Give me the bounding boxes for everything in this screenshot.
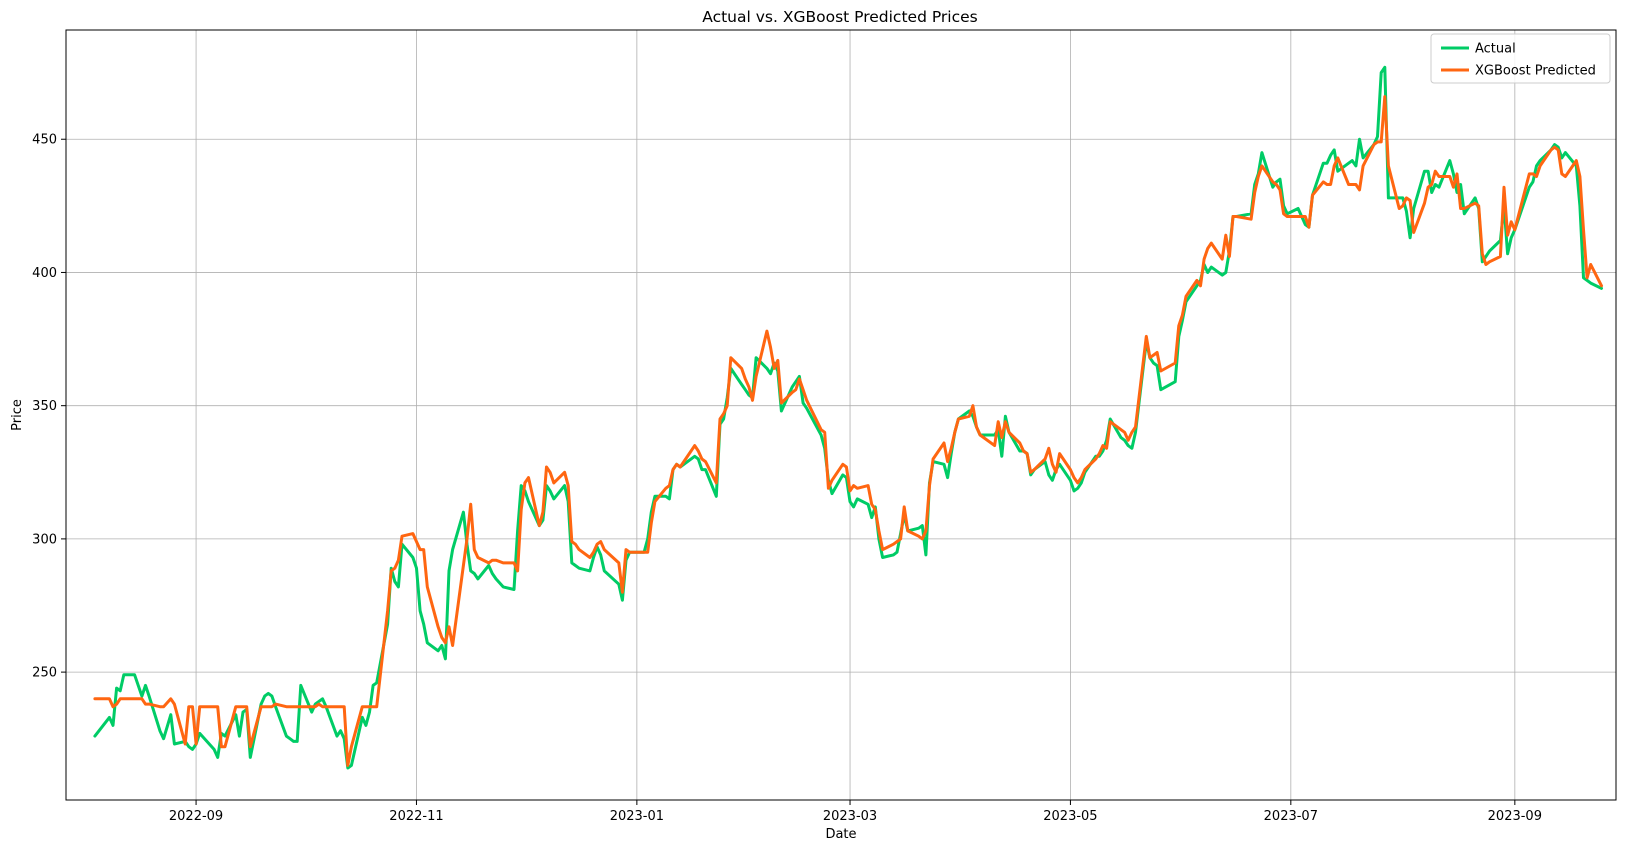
x-tick-label: 2022-11 xyxy=(389,809,443,824)
legend-box xyxy=(1430,33,1611,84)
y-tick-label: 450 xyxy=(32,133,57,148)
y-axis-title: Price xyxy=(10,399,25,431)
legend: Actual XGBoost Predicted xyxy=(1430,33,1611,84)
x-axis-title: Date xyxy=(825,827,856,842)
legend-label: XGBoost Predicted xyxy=(1475,64,1596,79)
plot-area-frame xyxy=(65,29,1617,801)
y-tick-label: 400 xyxy=(32,266,57,281)
series-line-0 xyxy=(93,65,1603,770)
chart-title: Actual vs. XGBoost Predicted Prices xyxy=(702,8,977,26)
y-tick-label: 300 xyxy=(32,532,57,547)
x-axis: 2022-09 2022-11 2023-01 2023-03 2023-05 2023-… xyxy=(169,800,1542,824)
legend-label: Actual xyxy=(1475,42,1516,57)
series-lines xyxy=(93,65,1603,770)
y-tick-label: 350 xyxy=(32,399,57,414)
series-line-1 xyxy=(93,95,1603,767)
grid xyxy=(66,30,1616,800)
x-tick-label: 2023-09 xyxy=(1488,809,1542,824)
x-tick-label: 2022-09 xyxy=(169,809,223,824)
y-tick-label: 250 xyxy=(32,666,57,681)
x-tick-label: 2023-03 xyxy=(823,809,877,824)
y-axis: 250 300 350 400 450 xyxy=(32,133,66,681)
x-tick-label: 2023-07 xyxy=(1264,809,1318,824)
x-tick-label: 2023-01 xyxy=(610,809,664,824)
x-tick-label: 2023-05 xyxy=(1043,809,1097,824)
